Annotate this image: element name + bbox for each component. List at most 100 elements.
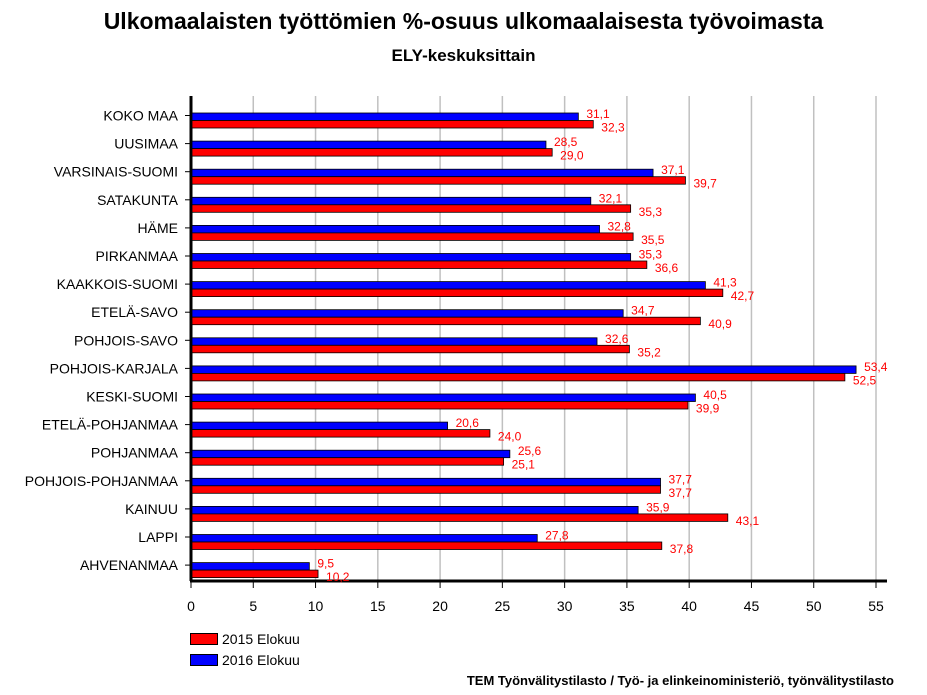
data-label: 31,1 [586,107,610,121]
bar [191,372,846,382]
data-label: 52,5 [853,373,877,387]
category-label: POHJANMAA [91,445,179,461]
x-tick-label: 10 [308,598,324,614]
category-label: KOKO MAA [103,108,178,124]
data-label: 42,7 [731,289,755,303]
bar [191,316,701,326]
bar [191,148,553,157]
data-label: 53,4 [864,360,888,374]
category-label: VARSINAIS-SUOMI [54,164,178,180]
bar [191,401,689,410]
data-label: 37,7 [669,472,693,486]
legend: 2015 Elokuu 2016 Elokuu [190,628,300,670]
data-label: 40,9 [708,317,732,331]
category-label: KESKI-SUOMI [86,389,178,405]
data-label: 37,8 [670,542,694,556]
bar [191,477,661,487]
category-label: SATAKUNTA [97,192,179,208]
data-label: 25,1 [512,458,536,472]
legend-swatch-2016 [190,653,218,666]
category-label: POHJOIS-SAVO [74,332,178,348]
legend-swatch-2015 [190,632,218,645]
bar [191,176,686,185]
data-label: 41,3 [713,276,737,290]
data-label: 34,7 [631,304,655,318]
x-tick-label: 55 [868,598,884,614]
category-label: KAINUU [125,501,178,517]
bar [191,260,648,269]
x-tick-label: 25 [495,598,511,614]
category-label: POHJOIS-KARJALA [50,360,179,376]
bar [191,140,547,150]
bar [191,232,634,241]
source-note: TEM Työnvälitystilasto / Työ- ja elinkei… [466,673,894,688]
x-tick-label: 35 [619,598,635,614]
data-label: 40,5 [703,388,727,402]
data-label: 28,5 [554,135,578,149]
category-label: LAPPI [138,529,178,545]
data-label: 27,8 [545,529,569,543]
bar [191,168,654,178]
x-tick-label: 30 [557,598,573,614]
bar [191,485,661,494]
bar [191,288,724,298]
legend-label-2016: 2016 Elokuu [222,651,300,668]
data-label: 35,3 [639,248,663,262]
data-label: 20,6 [456,416,480,430]
bar [191,224,600,234]
category-label: POHJOIS-POHJANMAA [25,473,179,489]
legend-item-2016: 2016 Elokuu [190,649,300,670]
category-label: AHVENANMAA [80,557,179,573]
category-label: ETELÄ-SAVO [91,304,178,320]
chart-subtitle: ELY-keskuksittain [391,46,536,65]
data-label: 10,2 [326,570,350,584]
category-label: HÄME [138,220,178,236]
bar [191,449,511,459]
data-label: 9,5 [317,557,334,571]
legend-item-2015: 2015 Elokuu [190,628,300,649]
bar [191,534,538,543]
bar [191,393,696,402]
bar [191,309,624,318]
bar [191,281,706,290]
chart-title: Ulkomaalaisten työttömien %-osuus ulkoma… [103,8,824,34]
category-label: UUSIMAA [114,136,178,152]
legend-label-2015: 2015 Elokuu [222,630,300,647]
bar [191,421,448,431]
data-label: 37,7 [669,486,693,500]
x-tick-label: 50 [806,598,822,614]
bar [191,365,857,374]
x-tick-label: 5 [249,598,257,614]
data-label: 35,3 [639,205,663,219]
x-tick-label: 0 [187,598,195,614]
bar [191,457,505,466]
data-label: 35,2 [637,345,661,359]
category-label: KAAKKOIS-SUOMI [57,276,178,292]
bar [191,562,310,571]
data-label: 32,3 [601,121,625,135]
bar [191,253,632,262]
bar [191,344,630,354]
data-label: 37,1 [661,163,685,177]
bar [191,429,491,438]
data-label: 36,6 [655,261,679,275]
x-tick-label: 45 [744,598,760,614]
category-label: ETELÄ-POHJANMAA [42,417,179,433]
bar [191,204,632,213]
data-label: 29,0 [560,149,584,163]
data-label: 24,0 [498,430,522,444]
data-label: 39,9 [696,402,720,416]
bar [191,120,594,129]
data-label: 32,6 [605,332,629,346]
category-label: PIRKANMAA [96,248,179,264]
data-label: 32,1 [599,191,623,205]
bar [191,112,579,121]
data-label: 39,7 [693,177,717,191]
bar [191,513,729,522]
data-label: 43,1 [736,514,760,528]
bar [191,541,663,550]
bar [191,337,598,346]
x-tick-label: 15 [370,598,386,614]
bar [191,196,592,206]
